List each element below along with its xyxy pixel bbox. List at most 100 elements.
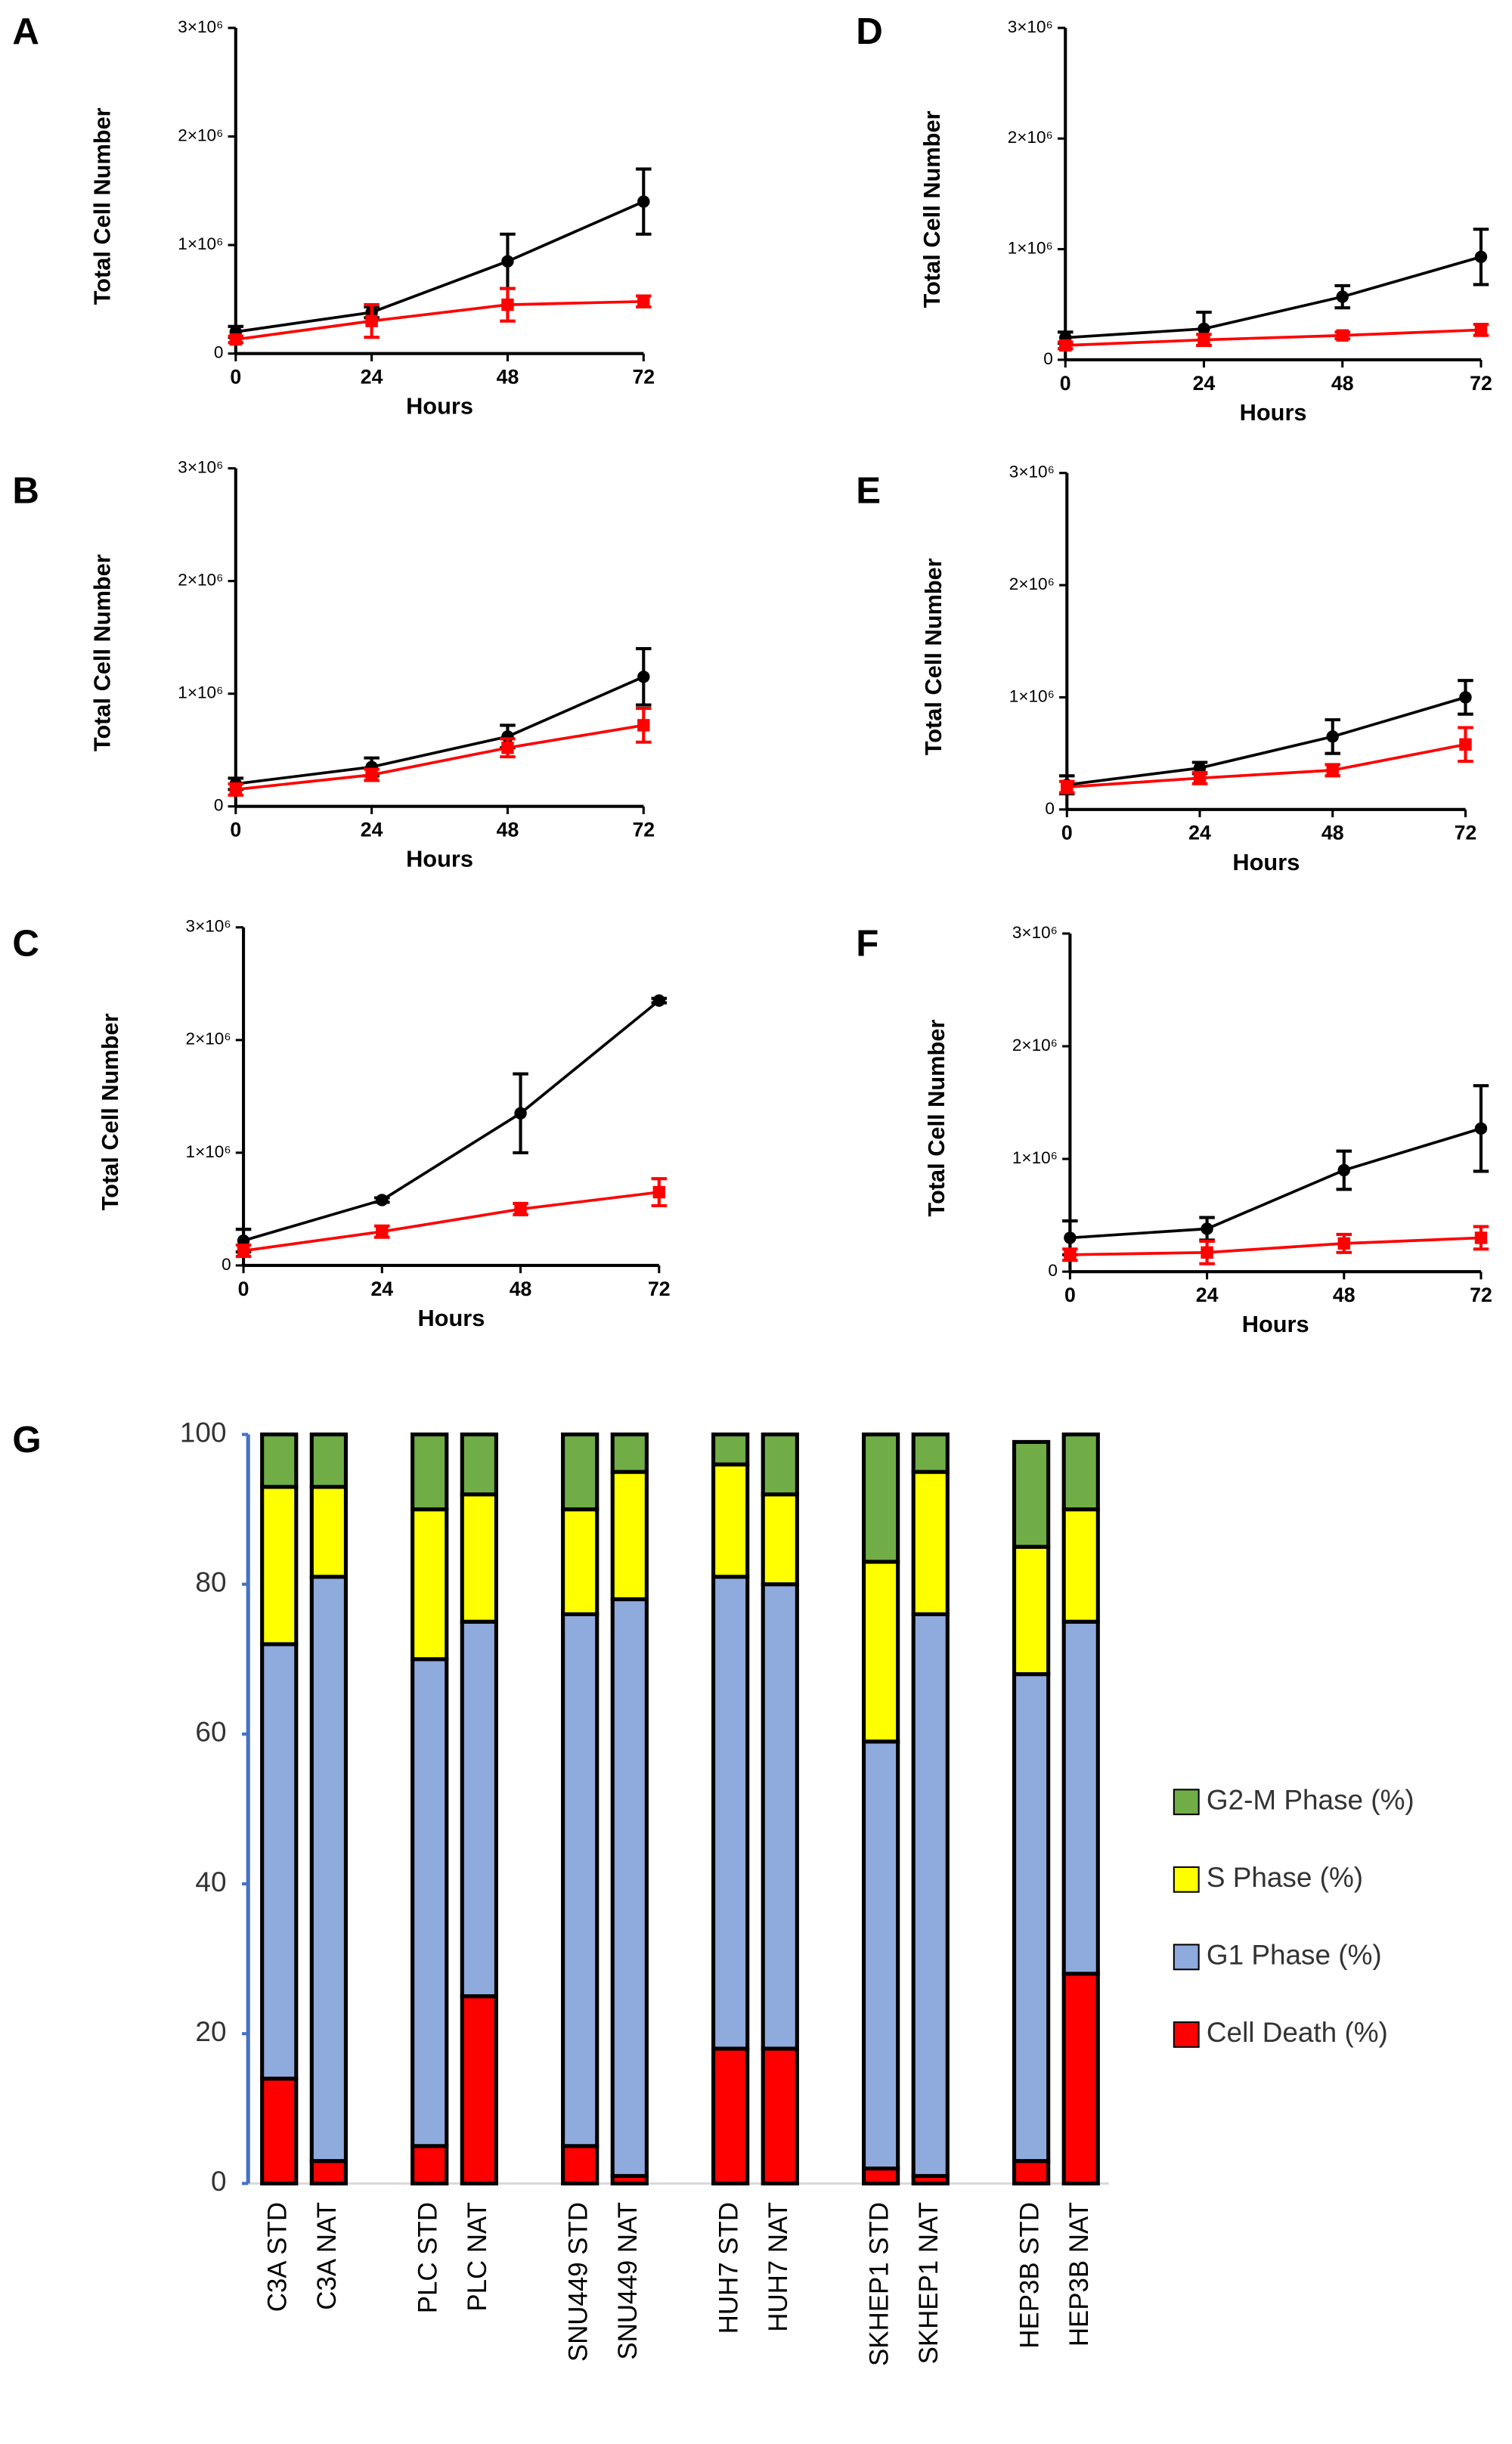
x-tick-label: 24 — [1193, 372, 1216, 395]
marker — [365, 768, 378, 782]
y-axis-title: Total Cell Number — [89, 107, 116, 305]
x-tick-label: 0 — [238, 1278, 249, 1300]
bar-segment — [460, 1619, 498, 1999]
x-tick-label: PLC NAT — [463, 2202, 492, 2312]
x-tick-label: PLC STD — [413, 2202, 442, 2313]
marker — [365, 314, 378, 327]
x-tick-label: 72 — [632, 366, 655, 389]
legend-label: G2-M Phase (%) — [1207, 1784, 1414, 1815]
x-tick-label: 48 — [1333, 1284, 1356, 1306]
marker — [1198, 333, 1210, 346]
y-axis-title: Total Cell Number — [920, 558, 947, 755]
bar-segment — [309, 1432, 348, 1489]
x-tick-label: SNU449 NAT — [613, 2202, 643, 2360]
bar-segment — [1061, 1619, 1100, 1976]
marker — [1326, 730, 1339, 743]
x-tick-label: SKHEP1 NAT — [914, 2202, 943, 2364]
panel-label: C — [12, 922, 39, 964]
x-tick-label: 0 — [230, 819, 241, 841]
y-tick-label: 3×10⁶ — [178, 17, 223, 36]
bar-segment — [1061, 1432, 1100, 1512]
marker — [637, 295, 650, 308]
marker — [1326, 764, 1339, 777]
x-tick-label: C3A NAT — [312, 2202, 342, 2310]
bar-segment — [260, 2077, 299, 2185]
x-tick-label: 24 — [361, 819, 383, 841]
bar-segment — [460, 1994, 498, 2185]
legend-label: S Phase (%) — [1207, 1862, 1363, 1893]
x-tick-label: 24 — [370, 1278, 393, 1300]
y-tick-label: 3×10⁶ — [1008, 17, 1053, 36]
series-line — [243, 1191, 660, 1253]
marker — [1059, 339, 1072, 352]
y-axis-title: Total Cell Number — [919, 110, 945, 308]
marker — [652, 1185, 665, 1199]
bar-segment — [761, 1492, 799, 1587]
marker — [501, 298, 514, 311]
y-tick-label: 0 — [1043, 349, 1053, 368]
marker — [1064, 1231, 1077, 1244]
y-tick-label: 2×10⁶ — [186, 1030, 231, 1049]
marker — [1474, 250, 1488, 264]
marker — [1064, 1248, 1077, 1261]
y-tick-label: 40 — [195, 1866, 226, 1897]
marker — [637, 671, 650, 683]
series-line — [235, 723, 644, 791]
x-tick-label: 48 — [497, 366, 519, 389]
x-tick-label: HUH7 STD — [714, 2202, 743, 2334]
marker — [1198, 322, 1210, 336]
series-line — [1067, 742, 1466, 788]
marker — [637, 719, 650, 732]
marker — [237, 1244, 250, 1257]
bar-segment — [260, 1432, 299, 1489]
y-tick-label: 0 — [211, 2166, 227, 2197]
x-tick-label: 72 — [648, 1278, 671, 1300]
series-line — [1070, 1236, 1482, 1256]
marker — [229, 333, 242, 346]
bar-segment — [561, 1507, 600, 1616]
bar-segment — [761, 1432, 799, 1497]
y-tick-label: 2×10⁶ — [1012, 1036, 1058, 1055]
y-tick-label: 0 — [214, 796, 224, 815]
bar-segment — [260, 1485, 299, 1646]
bar-segment — [1012, 1544, 1051, 1677]
series-line — [1065, 256, 1482, 339]
legend-swatch — [1173, 1789, 1200, 1816]
bar-segment — [309, 2159, 348, 2185]
bar-segment — [411, 2144, 449, 2185]
marker — [1201, 1246, 1213, 1259]
marker — [1474, 1231, 1488, 1244]
panel-label: E — [856, 469, 881, 511]
x-tick-label: 0 — [1060, 372, 1071, 395]
marker — [1201, 1222, 1213, 1235]
x-tick-label: 48 — [510, 1278, 532, 1300]
series-line — [1070, 1127, 1482, 1240]
y-tick-label: 0 — [1045, 799, 1055, 818]
y-tick-label: 100 — [180, 1417, 227, 1448]
marker — [652, 994, 665, 1007]
x-tick-label: 24 — [1188, 822, 1211, 844]
y-tick-label: 2×10⁶ — [178, 125, 223, 144]
x-tick-label: 72 — [1455, 822, 1477, 844]
y-tick-label: 3×10⁶ — [178, 457, 223, 476]
bar-segment — [862, 1432, 900, 1564]
x-tick-label: 72 — [1470, 372, 1492, 395]
bar-segment — [711, 1462, 750, 1579]
y-axis-title: Total Cell Number — [89, 554, 116, 751]
x-tick-label: SNU449 STD — [563, 2202, 593, 2362]
marker — [229, 783, 242, 796]
bar-segment — [862, 1560, 900, 1744]
y-tick-label: 0 — [1048, 1261, 1058, 1280]
bar-segment — [1061, 1507, 1100, 1624]
y-axis-title: Total Cell Number — [97, 1013, 123, 1210]
marker — [501, 255, 514, 268]
x-tick-label: 48 — [1331, 372, 1354, 395]
bar-segment — [411, 1657, 449, 2148]
y-tick-label: 2×10⁶ — [178, 571, 223, 590]
marker — [1459, 738, 1472, 751]
bar-segment — [1061, 1972, 1100, 2185]
series-line — [235, 200, 645, 333]
bar-segment — [610, 1597, 649, 2179]
series-line — [243, 999, 660, 1242]
